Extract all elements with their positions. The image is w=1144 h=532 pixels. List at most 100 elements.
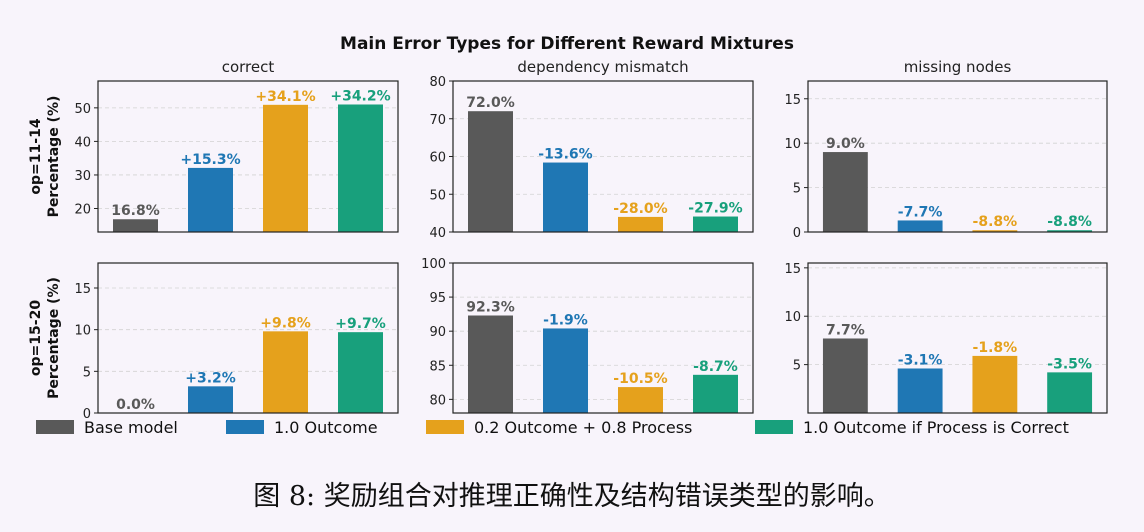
y-tick-label: 90 — [429, 325, 446, 340]
subplot-1: 16.8% +15.3% +34.1% +34.2% 20 30 40 50 correct op… — [28, 58, 399, 233]
bar — [693, 374, 738, 413]
bar-value-label: +34.1% — [255, 89, 315, 105]
bar — [113, 219, 158, 232]
bar — [618, 216, 663, 232]
y-axis-label: op=15-20 — [28, 300, 44, 376]
legend: Base model 1.0 Outcome 0.2 Outcome + 0.8 P… — [36, 418, 1069, 437]
subplot-title: missing nodes — [904, 58, 1012, 76]
figure-suptitle: Main Error Types for Different Reward Mi… — [340, 34, 794, 54]
y-tick-label: 10 — [74, 324, 91, 339]
y-tick-label: 30 — [74, 169, 91, 184]
subplot-4: 0.0% +3.2% +9.8% +9.7% 0 5 10 15 op=15-20 Percent… — [28, 262, 399, 422]
bar — [693, 216, 738, 232]
subplot-3: 9.0% -7.7% -8.8% -8.8% 0 5 10 15 missing nodes — [784, 58, 1108, 241]
bar-value-label: -8.7% — [693, 359, 738, 375]
bar-value-label: +34.2% — [330, 88, 390, 104]
bar-value-label: 72.0% — [466, 95, 515, 111]
bar-value-label: +3.2% — [185, 370, 236, 386]
y-tick-label: 0 — [83, 407, 91, 422]
bar — [188, 167, 233, 232]
bar-value-label: 16.8% — [111, 203, 160, 219]
bar — [972, 355, 1018, 413]
y-tick-label: 15 — [74, 282, 91, 297]
bar — [468, 315, 513, 413]
bar-value-label: -8.8% — [1047, 214, 1092, 230]
bar — [338, 332, 383, 413]
bar-value-label: -13.6% — [538, 147, 592, 163]
bar-value-label: -1.9% — [543, 312, 588, 328]
axes-frame — [97, 80, 399, 233]
bar — [897, 220, 943, 232]
bar-value-label: +9.7% — [335, 316, 386, 332]
subplot-2: 72.0% -13.6% -28.0% -27.9% 40 50 60 70 80 depende… — [429, 58, 754, 241]
y-tick-label: 5 — [793, 359, 801, 374]
legend-item: 1.0 Outcome — [226, 418, 378, 437]
y-tick-label: 60 — [429, 151, 446, 166]
legend-swatch — [36, 420, 74, 434]
subplot-6: 7.7% -3.1% -1.8% -3.5% 5 10 15 — [784, 262, 1108, 414]
figure-caption: 图 8: 奖励组合对推理正确性及结构错误类型的影响。 — [253, 481, 891, 512]
legend-swatch — [426, 420, 464, 434]
bar — [822, 152, 868, 232]
legend-label: 1.0 Outcome if Process is Correct — [803, 418, 1069, 437]
bar — [618, 387, 663, 413]
y-tick-label: 20 — [74, 203, 91, 218]
legend-item: 1.0 Outcome if Process is Correct — [755, 418, 1069, 437]
bar — [338, 104, 383, 232]
y-tick-label: 85 — [429, 359, 446, 374]
subplot-5: 92.3% -1.9% -10.5% -8.7% 80 85 90 95 100 — [421, 257, 754, 414]
y-axis-label: Percentage (%) — [46, 277, 62, 399]
y-tick-label: 70 — [429, 113, 446, 128]
subplot-grid: 16.8%+15.3%+34.1% +34.2%20304050correctop… — [28, 58, 1108, 422]
axes-frame — [97, 262, 399, 414]
axes-frame — [807, 262, 1108, 414]
bar — [972, 230, 1018, 232]
y-tick-label: 15 — [784, 93, 801, 108]
y-tick-label: 15 — [784, 262, 801, 277]
bar — [822, 338, 868, 413]
bar-value-label: +9.8% — [260, 315, 311, 331]
axes-frame — [452, 262, 754, 414]
y-axis-label: op=11-14 — [28, 118, 44, 194]
legend-item: Base model — [36, 418, 178, 437]
bar-value-label: -8.8% — [973, 214, 1018, 230]
axes-frame — [807, 80, 1108, 233]
legend-swatch — [226, 420, 264, 434]
bar — [188, 386, 233, 413]
y-tick-label: 80 — [429, 393, 446, 408]
bar — [1047, 372, 1093, 413]
y-tick-label: 40 — [429, 226, 446, 241]
y-tick-label: 10 — [784, 310, 801, 325]
y-tick-label: 5 — [83, 365, 91, 380]
bar-value-label: 92.3% — [466, 300, 515, 316]
y-tick-label: 10 — [784, 137, 801, 152]
y-tick-label: 5 — [793, 182, 801, 197]
subplot-title: dependency mismatch — [517, 58, 688, 76]
y-tick-label: 95 — [429, 291, 446, 306]
bar-value-label: 9.0% — [826, 136, 865, 152]
subplot-title: correct — [222, 58, 275, 76]
bar-value-label: -27.9% — [688, 201, 742, 217]
y-tick-label: 100 — [421, 257, 446, 272]
bar-value-label: -3.1% — [898, 352, 943, 368]
bar — [897, 368, 943, 413]
bar-value-label: +15.3% — [180, 152, 240, 168]
bar — [263, 104, 308, 232]
y-axis-label: Percentage (%) — [46, 96, 62, 218]
legend-label: Base model — [84, 418, 178, 437]
bar-value-label: -1.8% — [973, 340, 1018, 356]
bar-value-label: 7.7% — [826, 322, 865, 338]
bar — [543, 328, 588, 413]
bar-value-label: 0.0% — [116, 397, 155, 413]
legend-label: 0.2 Outcome + 0.8 Process — [474, 418, 692, 437]
legend-label: 1.0 Outcome — [274, 418, 378, 437]
bar-value-label: -7.7% — [898, 204, 943, 220]
y-tick-label: 40 — [74, 135, 91, 150]
y-tick-label: 0 — [793, 226, 801, 241]
bar-value-label: -3.5% — [1047, 356, 1092, 372]
y-tick-label: 80 — [429, 75, 446, 90]
legend-swatch — [755, 420, 793, 434]
y-tick-label: 50 — [429, 188, 446, 203]
bar — [1047, 230, 1093, 232]
